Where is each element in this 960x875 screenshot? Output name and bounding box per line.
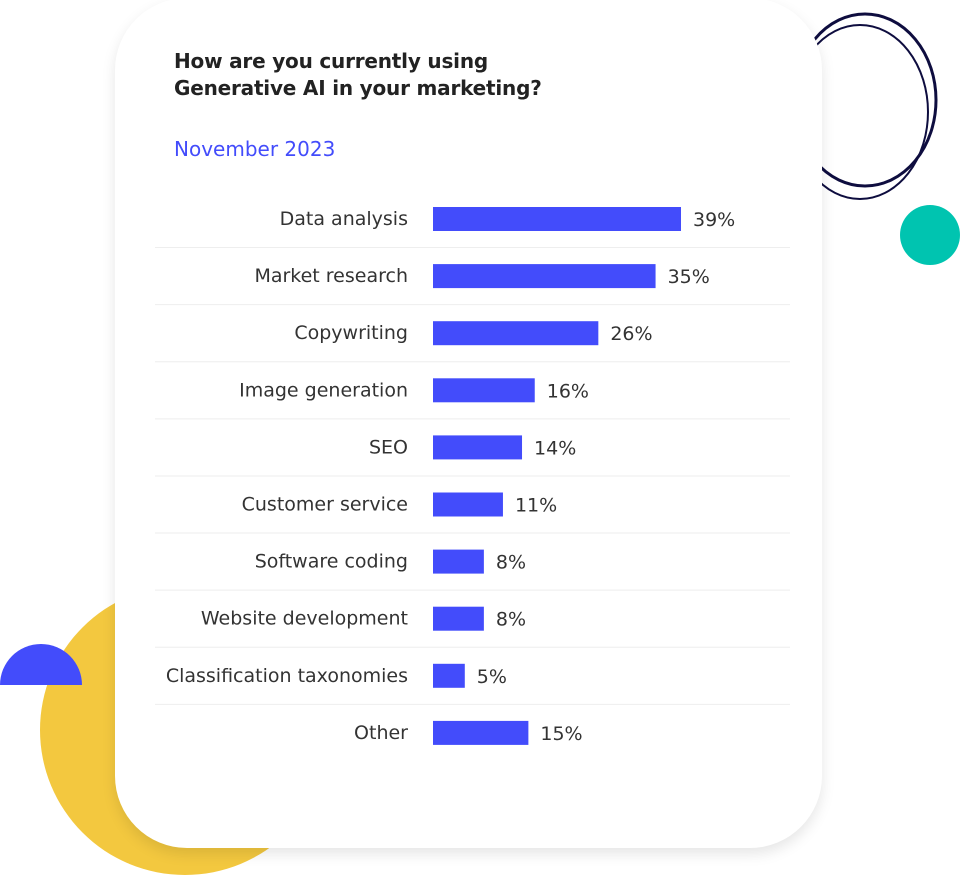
- value-label: 35%: [668, 266, 710, 288]
- bar-data-analysis: [433, 207, 681, 231]
- category-label: Software coding: [255, 551, 408, 573]
- chart-subtitle: November 2023: [174, 137, 336, 161]
- bar-market-research: [433, 264, 656, 289]
- category-label: Website development: [201, 608, 408, 630]
- category-label: Customer service: [242, 494, 408, 516]
- value-label: 14%: [534, 437, 576, 459]
- title-line-1: How are you currently using: [174, 49, 488, 73]
- bar-image-generation: [433, 378, 535, 403]
- value-label: 8%: [496, 552, 526, 574]
- value-label: 5%: [477, 666, 507, 688]
- category-label: Market research: [254, 265, 408, 287]
- bar-software-coding: [433, 549, 484, 574]
- value-label: 26%: [610, 323, 652, 345]
- category-label: SEO: [369, 436, 408, 458]
- value-label: 8%: [496, 609, 526, 631]
- bar-seo: [433, 435, 523, 460]
- bar-website-development: [433, 606, 484, 631]
- value-label: 15%: [540, 723, 582, 745]
- title-line-2: Generative AI in your marketing?: [174, 76, 542, 100]
- bar-classification-taxonomies: [433, 663, 465, 688]
- category-label: Data analysis: [280, 208, 408, 230]
- category-label: Copywriting: [294, 322, 408, 344]
- category-label: Classification taxonomies: [166, 665, 408, 687]
- value-label: 16%: [547, 380, 589, 402]
- bar-copywriting: [433, 321, 599, 346]
- category-label: Other: [354, 722, 408, 744]
- chart-title: How are you currently using Generative A…: [174, 48, 542, 102]
- category-label: Image generation: [239, 379, 408, 401]
- value-label: 11%: [515, 495, 557, 517]
- bar-other: [433, 720, 529, 745]
- chart-card: [115, 0, 822, 848]
- value-label: 39%: [693, 209, 735, 231]
- teal-circle-decoration: [900, 205, 960, 265]
- bar-customer-service: [433, 492, 503, 517]
